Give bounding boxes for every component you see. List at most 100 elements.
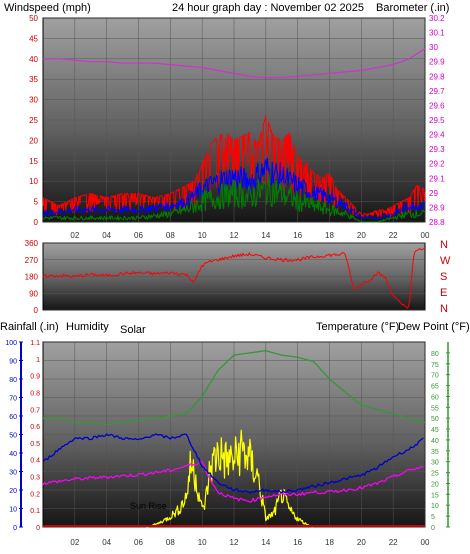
wind-y-tick: 5 (34, 198, 39, 207)
humidity-label: Humidity (66, 321, 109, 333)
humidity-y-tick: 80 (9, 377, 17, 384)
climate-x-tick: 14 (261, 538, 270, 547)
barometer-y-tick: 30.2 (429, 14, 445, 23)
direction-line (42, 248, 426, 309)
barometer-y-tick: 29.6 (429, 101, 445, 110)
temperature-y-tick: 65 (431, 384, 439, 391)
rainfall-y-tick: 0.4 (30, 458, 40, 465)
compass-label: E (440, 287, 447, 299)
rainfall-y-axis: 0 0.1 0.2 0.3 0.4 0.5 0.6 0.7 0.8 0.9 1 1.1 (30, 340, 40, 532)
temperature-y-tick: 75 (431, 362, 439, 369)
rainfall-y-tick: 1 (36, 357, 40, 364)
temperature-y-tick: 10 (431, 503, 439, 510)
humidity-line (42, 433, 424, 494)
rainfall-y-tick: 0 (36, 525, 40, 532)
climate-x-tick: 02 (70, 538, 79, 547)
climate-x-tick: 22 (389, 538, 398, 547)
wind-y-tick: 45 (29, 34, 38, 43)
barometer-y-tick: 29 (429, 189, 438, 198)
barometer-y-axis: 28.8 28.9 29 29.1 29.2 29.3 29.4 29.5 29.6 29.7 29… (429, 14, 445, 227)
humidity-y-tick: 90 (9, 359, 17, 366)
humidity-y-axis: 0 10 20 30 40 50 60 70 80 90 100 (5, 340, 23, 532)
rainfall-y-tick: 1.1 (30, 340, 40, 347)
rainfall-label: Rainfall (.in) (0, 321, 59, 333)
barometer-y-tick: 30.1 (429, 29, 445, 38)
direction-grid (43, 242, 425, 311)
solar-label: Solar (120, 324, 146, 336)
rainfall-y-tick: 0.5 (30, 441, 40, 448)
rainfall-y-tick: 0.1 (30, 508, 40, 515)
dewpoint-line (42, 461, 424, 503)
climate-x-tick: 16 (293, 538, 302, 547)
temperature-y-tick: 50 (431, 416, 439, 423)
wind-y-tick: 50 (29, 14, 38, 23)
sunrise-annotation: Sun Rise (130, 501, 167, 511)
temperature-y-tick: 55 (431, 405, 439, 412)
climate-x-axis: 02 04 06 08 10 12 14 16 18 20 22 00 (70, 538, 430, 547)
temperature-label: Temperature (°F) (316, 321, 399, 333)
compass-label: N (440, 239, 448, 251)
rainfall-y-tick: 0.3 (30, 475, 40, 482)
temperature-y-tick: 45 (431, 427, 439, 434)
wind-x-axis: 02 04 06 08 10 12 14 16 18 20 22 00 (70, 231, 430, 240)
wind-y-tick: 30 (29, 96, 38, 105)
climate-series (42, 350, 426, 528)
temperature-y-tick: 0 (431, 525, 435, 532)
rainfall-y-tick: 0.8 (30, 390, 40, 397)
barometer-y-tick: 29.8 (429, 72, 445, 81)
wind-x-tick: 16 (293, 231, 302, 240)
barometer-y-tick: 28.9 (429, 203, 445, 212)
wind-x-tick: 18 (325, 231, 334, 240)
climate-x-tick: 18 (325, 538, 334, 547)
direction-series (42, 248, 426, 309)
wind-x-tick: 00 (421, 231, 430, 240)
temperature-y-tick: 20 (431, 481, 439, 488)
average-line (42, 157, 425, 220)
wind-x-tick: 06 (134, 231, 143, 240)
climate-x-tick: 10 (198, 538, 207, 547)
temperature-y-tick: 30 (431, 460, 439, 467)
barometer-y-tick: 29.3 (429, 145, 445, 154)
humidity-y-tick: 40 (9, 451, 17, 458)
windspeed-label: Windspeed (mph) (4, 2, 91, 14)
barometer-y-tick: 28.8 (429, 218, 445, 227)
dewpoint-label: Dew Point (°F) (398, 321, 470, 333)
climate-x-tick: 20 (357, 538, 366, 547)
wind-x-tick: 22 (389, 231, 398, 240)
direction-y-axis: 0 90 180 270 360 (25, 239, 39, 315)
compass-label: N (440, 303, 448, 315)
temperature-y-tick: 15 (431, 492, 439, 499)
wind-y-axis: 0 5 10 15 20 25 30 35 40 45 50 (29, 14, 38, 227)
wind-series (42, 48, 426, 223)
climate-x-tick: 00 (421, 538, 430, 547)
barometer-label: Barometer (.in) (376, 2, 449, 14)
low-line (42, 173, 425, 223)
rainfall-y-tick: 0.2 (30, 491, 40, 498)
temperature-y-tick: 70 (431, 373, 439, 380)
wind-y-tick: 25 (29, 116, 38, 125)
direction-y-tick: 0 (34, 306, 39, 315)
humidity-y-tick: 70 (9, 396, 17, 403)
humidity-y-tick: 20 (9, 488, 17, 495)
barometer-y-tick: 29.5 (429, 116, 445, 125)
humidity-y-tick: 10 (9, 507, 17, 514)
barometer-y-tick: 29.4 (429, 131, 445, 140)
humidity-y-tick: 0 (13, 525, 17, 532)
barometer-y-tick: 29.1 (429, 174, 445, 183)
wind-y-tick: 10 (29, 177, 38, 186)
climate-x-tick: 04 (102, 538, 111, 547)
humidity-y-tick: 60 (9, 414, 17, 421)
climate-x-tick: 12 (230, 538, 239, 547)
barometer-y-tick: 29.2 (429, 160, 445, 169)
wind-y-tick: 0 (34, 218, 39, 227)
direction-y-tick: 90 (29, 289, 38, 298)
wind-x-tick: 08 (166, 231, 175, 240)
temperature-y-tick: 80 (431, 351, 439, 358)
wind-y-tick: 15 (29, 157, 38, 166)
barometer-y-tick: 29.7 (429, 87, 445, 96)
temperature-line (43, 350, 426, 426)
rainfall-y-tick: 0.7 (30, 407, 40, 414)
climate-x-tick: 08 (166, 538, 175, 547)
